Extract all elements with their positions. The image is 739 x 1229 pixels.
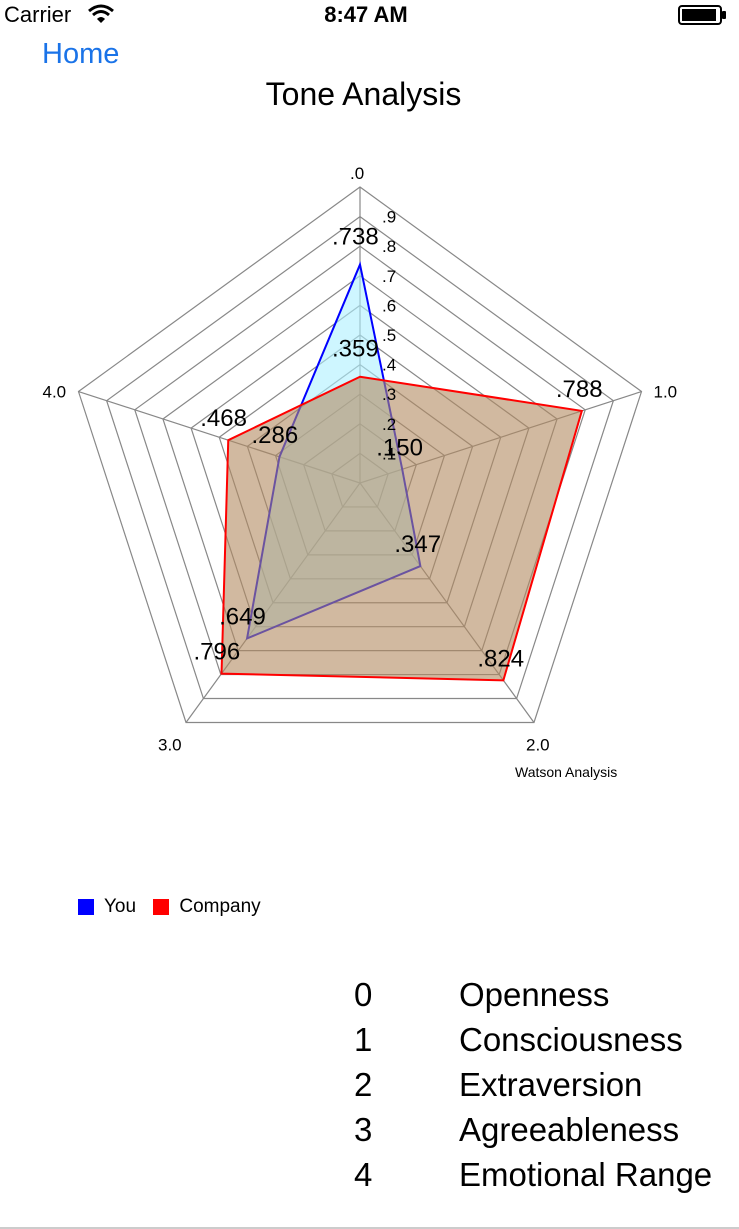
dimension-index: 4 bbox=[354, 1155, 373, 1193]
ring-tick-label: .1 bbox=[382, 444, 396, 463]
axis-label: 3.0 bbox=[158, 735, 182, 754]
legend-item-you: You bbox=[78, 896, 136, 918]
carrier-label: Carrier bbox=[4, 2, 72, 27]
dimension-name: Extraversion bbox=[459, 1065, 643, 1103]
data-label: .824 bbox=[477, 645, 524, 672]
page-title: Tone Analysis bbox=[265, 76, 462, 112]
ring-tick-label: .2 bbox=[382, 415, 396, 434]
ring-tick-label: .3 bbox=[382, 385, 396, 404]
legend-label-you: You bbox=[104, 896, 137, 917]
dimension-row: 4 Emotional Range bbox=[350, 1152, 712, 1197]
battery-icon bbox=[678, 5, 726, 25]
series-area-company bbox=[220, 375, 584, 682]
wifi-icon bbox=[88, 4, 114, 23]
data-label: .649 bbox=[219, 603, 266, 630]
radar-chart: .1 .2 .3 .4 .5 .6 .7 .8 .9 .0 1.0 2.0 3.0 4.0 .738 .150… bbox=[42, 164, 678, 754]
ring-tick-label: .4 bbox=[382, 356, 396, 375]
dimension-index: 2 bbox=[354, 1065, 373, 1103]
ring-tick-label: .9 bbox=[382, 208, 396, 227]
dimension-index: 3 bbox=[354, 1110, 373, 1148]
ring-tick-label: .7 bbox=[382, 267, 396, 286]
grid-ring bbox=[77, 186, 643, 724]
dimension-name: Agreeableness bbox=[459, 1110, 680, 1148]
grid-ring bbox=[105, 215, 615, 700]
dimension-list: 0 Openness 1 Consciousness 2 Extraversio… bbox=[350, 972, 712, 1197]
dimension-row: 2 Extraversion bbox=[350, 1062, 712, 1107]
chart-legend: You Company bbox=[78, 896, 273, 921]
legend-item-company: Company bbox=[153, 896, 261, 918]
dimension-row: 1 Consciousness bbox=[350, 1017, 712, 1062]
bottom-divider bbox=[0, 1227, 739, 1229]
ring-tick-label: .6 bbox=[382, 296, 396, 315]
data-label: .150 bbox=[376, 434, 423, 461]
dimension-name: Consciousness bbox=[459, 1020, 683, 1058]
data-label: .788 bbox=[556, 376, 603, 403]
axis-label: .0 bbox=[350, 164, 364, 183]
dimension-row: 0 Openness bbox=[350, 972, 712, 1017]
home-back-button[interactable]: Home bbox=[42, 38, 120, 70]
data-label: .347 bbox=[394, 531, 441, 558]
data-label: .359 bbox=[332, 336, 379, 363]
ring-tick-label: .5 bbox=[382, 326, 396, 345]
status-time: 8:47 AM bbox=[324, 2, 408, 27]
data-label: .468 bbox=[200, 405, 247, 432]
dimension-index: 1 bbox=[354, 1020, 373, 1058]
dimension-name: Openness bbox=[459, 975, 610, 1013]
status-bar: Carrier 8:47 AM bbox=[0, 0, 739, 30]
dimension-name: Emotional Range bbox=[459, 1155, 713, 1193]
axis-label: 1.0 bbox=[654, 383, 678, 402]
dimension-row: 3 Agreeableness bbox=[350, 1107, 712, 1152]
legend-label-company: Company bbox=[179, 896, 261, 917]
axis-label: 2.0 bbox=[526, 735, 550, 754]
axis-label: 4.0 bbox=[42, 383, 66, 402]
data-label: .796 bbox=[194, 639, 241, 666]
dimension-index: 0 bbox=[354, 975, 373, 1013]
data-label: .286 bbox=[251, 422, 298, 449]
legend-swatch-company bbox=[153, 899, 170, 915]
data-label: .738 bbox=[332, 224, 379, 251]
ring-tick-label: .8 bbox=[382, 237, 396, 256]
chart-description: Watson Analysis bbox=[515, 764, 618, 780]
legend-swatch-you bbox=[78, 899, 94, 915]
